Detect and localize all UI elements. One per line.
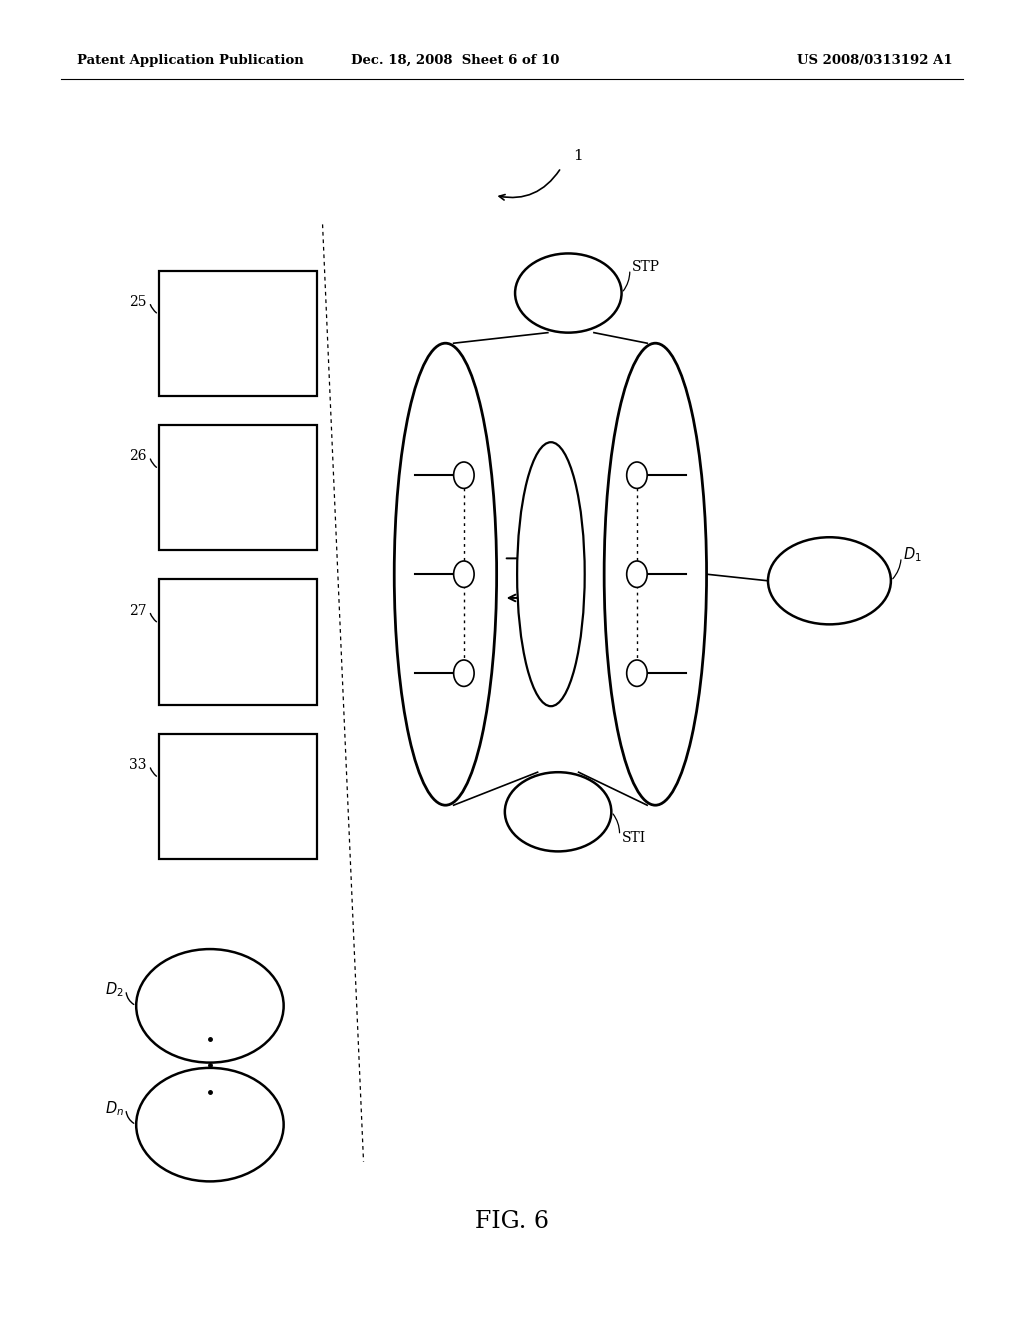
Text: 25: 25 — [129, 294, 146, 309]
Ellipse shape — [454, 660, 474, 686]
Text: STP: STP — [632, 260, 659, 273]
Ellipse shape — [515, 253, 622, 333]
Bar — [159, 579, 317, 705]
Ellipse shape — [627, 462, 647, 488]
Ellipse shape — [454, 561, 474, 587]
Text: 26: 26 — [129, 449, 146, 463]
Text: FIG. 6: FIG. 6 — [475, 1209, 549, 1233]
Text: $D_n$: $D_n$ — [104, 1100, 124, 1118]
Ellipse shape — [517, 442, 585, 706]
Text: Dec. 18, 2008  Sheet 6 of 10: Dec. 18, 2008 Sheet 6 of 10 — [351, 54, 560, 67]
Ellipse shape — [136, 1068, 284, 1181]
Ellipse shape — [604, 343, 707, 805]
Text: Patent Application Publication: Patent Application Publication — [77, 54, 303, 67]
Text: $D_2$: $D_2$ — [105, 981, 124, 999]
Ellipse shape — [768, 537, 891, 624]
Text: US 2008/0313192 A1: US 2008/0313192 A1 — [797, 54, 952, 67]
Ellipse shape — [627, 561, 647, 587]
Text: 27: 27 — [129, 603, 146, 618]
Bar — [159, 734, 317, 859]
Text: $D_1$: $D_1$ — [903, 545, 922, 564]
Ellipse shape — [136, 949, 284, 1063]
Ellipse shape — [394, 343, 497, 805]
Bar — [159, 271, 317, 396]
Text: 33: 33 — [129, 758, 146, 772]
Text: 1: 1 — [573, 149, 584, 162]
Text: STI: STI — [622, 832, 646, 845]
Bar — [159, 425, 317, 550]
Ellipse shape — [454, 462, 474, 488]
Ellipse shape — [505, 772, 611, 851]
Ellipse shape — [627, 660, 647, 686]
